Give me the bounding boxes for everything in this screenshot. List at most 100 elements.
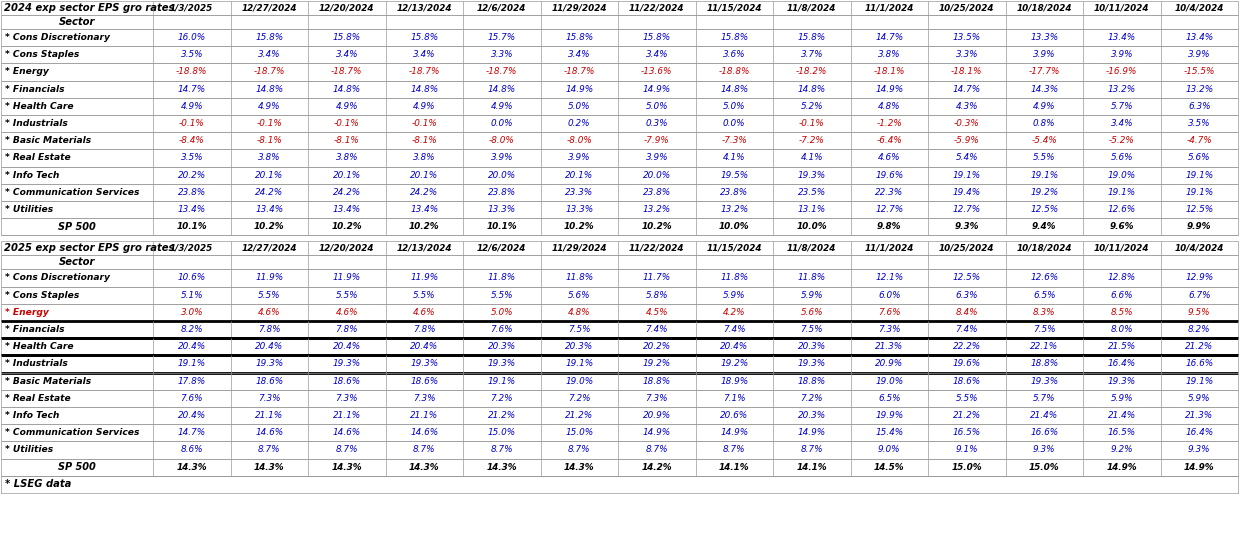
Text: 14.9%: 14.9% bbox=[798, 428, 826, 437]
Text: -0.1%: -0.1% bbox=[179, 119, 204, 128]
Text: 19.3%: 19.3% bbox=[411, 360, 438, 368]
Text: 13.2%: 13.2% bbox=[642, 205, 671, 214]
Text: 12.5%: 12.5% bbox=[1186, 205, 1213, 214]
Text: 19.4%: 19.4% bbox=[953, 188, 980, 197]
Text: 8.2%: 8.2% bbox=[1188, 325, 1211, 334]
Text: 14.8%: 14.8% bbox=[798, 85, 826, 94]
Text: 14.9%: 14.9% bbox=[875, 85, 903, 94]
Text: 7.4%: 7.4% bbox=[955, 325, 978, 334]
Text: 18.8%: 18.8% bbox=[798, 377, 826, 386]
Text: 4.5%: 4.5% bbox=[646, 308, 669, 317]
Text: 13.2%: 13.2% bbox=[720, 205, 749, 214]
Text: 14.9%: 14.9% bbox=[1107, 463, 1137, 472]
Text: * Info Tech: * Info Tech bbox=[5, 411, 59, 420]
Text: 12/20/2024: 12/20/2024 bbox=[319, 244, 374, 253]
Text: 5.7%: 5.7% bbox=[1033, 394, 1055, 403]
Text: 3.4%: 3.4% bbox=[1111, 119, 1133, 128]
Text: 23.5%: 23.5% bbox=[798, 188, 826, 197]
Text: 20.4%: 20.4% bbox=[333, 342, 361, 352]
Text: 21.2%: 21.2% bbox=[565, 411, 593, 420]
Text: 7.8%: 7.8% bbox=[336, 325, 358, 334]
Text: 3.9%: 3.9% bbox=[646, 153, 669, 163]
Text: 16.5%: 16.5% bbox=[953, 428, 980, 437]
Text: 13.1%: 13.1% bbox=[798, 205, 826, 214]
Text: 11/15/2024: 11/15/2024 bbox=[706, 244, 762, 253]
Text: -0.1%: -0.1% bbox=[412, 119, 437, 128]
Text: 8.7%: 8.7% bbox=[336, 446, 358, 455]
Text: 14.2%: 14.2% bbox=[641, 463, 672, 472]
Text: 9.2%: 9.2% bbox=[1111, 446, 1133, 455]
Text: 5.0%: 5.0% bbox=[646, 102, 669, 111]
Text: -6.4%: -6.4% bbox=[876, 136, 903, 145]
Text: 3.9%: 3.9% bbox=[568, 153, 591, 163]
Text: 3.8%: 3.8% bbox=[413, 153, 436, 163]
Text: -4.7%: -4.7% bbox=[1187, 136, 1212, 145]
Text: 3.3%: 3.3% bbox=[955, 50, 978, 59]
Text: 14.9%: 14.9% bbox=[642, 428, 671, 437]
Text: 7.3%: 7.3% bbox=[646, 394, 669, 403]
Text: -18.8%: -18.8% bbox=[177, 68, 208, 77]
Text: 6.7%: 6.7% bbox=[1188, 291, 1211, 300]
Text: 2024 exp sector EPS gro rates: 2024 exp sector EPS gro rates bbox=[4, 3, 174, 13]
Text: 7.2%: 7.2% bbox=[800, 394, 823, 403]
Text: 12/27/2024: 12/27/2024 bbox=[242, 3, 297, 12]
Text: 14.8%: 14.8% bbox=[333, 85, 361, 94]
Text: 10.2%: 10.2% bbox=[641, 222, 672, 231]
Text: 4.1%: 4.1% bbox=[800, 153, 823, 163]
Text: 10.1%: 10.1% bbox=[177, 222, 207, 231]
Text: 14.3%: 14.3% bbox=[177, 463, 207, 472]
Text: 19.3%: 19.3% bbox=[255, 360, 283, 368]
Text: 12.7%: 12.7% bbox=[875, 205, 903, 214]
Text: 19.0%: 19.0% bbox=[875, 377, 903, 386]
Text: 19.1%: 19.1% bbox=[1108, 188, 1136, 197]
Text: 5.5%: 5.5% bbox=[1033, 153, 1055, 163]
Text: 11/8/2024: 11/8/2024 bbox=[788, 244, 836, 253]
Text: 4.3%: 4.3% bbox=[955, 102, 978, 111]
Text: 20.4%: 20.4% bbox=[178, 411, 205, 420]
Text: 0.8%: 0.8% bbox=[1033, 119, 1055, 128]
Text: 10/4/2024: 10/4/2024 bbox=[1174, 3, 1224, 12]
Text: 16.4%: 16.4% bbox=[1186, 428, 1213, 437]
Text: * LSEG data: * LSEG data bbox=[5, 480, 71, 489]
Text: 22.3%: 22.3% bbox=[875, 188, 903, 197]
Text: 5.5%: 5.5% bbox=[413, 291, 436, 300]
Text: -18.1%: -18.1% bbox=[874, 68, 905, 77]
Text: 14.1%: 14.1% bbox=[796, 463, 828, 472]
Text: 5.8%: 5.8% bbox=[646, 291, 669, 300]
Text: 8.7%: 8.7% bbox=[646, 446, 669, 455]
Text: 5.9%: 5.9% bbox=[722, 291, 745, 300]
Text: 6.3%: 6.3% bbox=[955, 291, 978, 300]
Text: 3.9%: 3.9% bbox=[1188, 50, 1211, 59]
Text: 14.6%: 14.6% bbox=[255, 428, 283, 437]
Text: 3.9%: 3.9% bbox=[1111, 50, 1133, 59]
Text: 7.4%: 7.4% bbox=[722, 325, 745, 334]
Text: 19.5%: 19.5% bbox=[720, 171, 749, 180]
Text: 14.3%: 14.3% bbox=[563, 463, 595, 472]
Text: 18.8%: 18.8% bbox=[642, 377, 671, 386]
Text: * Energy: * Energy bbox=[5, 308, 49, 317]
Text: 21.2%: 21.2% bbox=[488, 411, 516, 420]
Text: 5.5%: 5.5% bbox=[955, 394, 978, 403]
Text: 5.0%: 5.0% bbox=[568, 102, 591, 111]
Text: 12.7%: 12.7% bbox=[953, 205, 980, 214]
Text: 14.3%: 14.3% bbox=[487, 463, 517, 472]
Text: 7.4%: 7.4% bbox=[646, 325, 669, 334]
Text: -18.7%: -18.7% bbox=[331, 68, 362, 77]
Text: 5.6%: 5.6% bbox=[568, 291, 591, 300]
Text: 1/3/2025: 1/3/2025 bbox=[170, 3, 213, 12]
Text: 6.3%: 6.3% bbox=[1188, 102, 1211, 111]
Text: 21.4%: 21.4% bbox=[1030, 411, 1058, 420]
Text: * Industrials: * Industrials bbox=[5, 360, 68, 368]
Text: 12.8%: 12.8% bbox=[1108, 273, 1136, 282]
Text: 14.9%: 14.9% bbox=[565, 85, 593, 94]
Text: SP 500: SP 500 bbox=[58, 462, 96, 472]
Text: 14.7%: 14.7% bbox=[875, 33, 903, 42]
Text: 13.3%: 13.3% bbox=[488, 205, 516, 214]
Text: -18.7%: -18.7% bbox=[254, 68, 285, 77]
Text: 10/11/2024: 10/11/2024 bbox=[1094, 244, 1149, 253]
Text: -8.4%: -8.4% bbox=[179, 136, 204, 145]
Text: 13.2%: 13.2% bbox=[1186, 85, 1213, 94]
Text: 18.6%: 18.6% bbox=[411, 377, 438, 386]
Text: 8.5%: 8.5% bbox=[1111, 308, 1133, 317]
Text: 14.7%: 14.7% bbox=[953, 85, 980, 94]
